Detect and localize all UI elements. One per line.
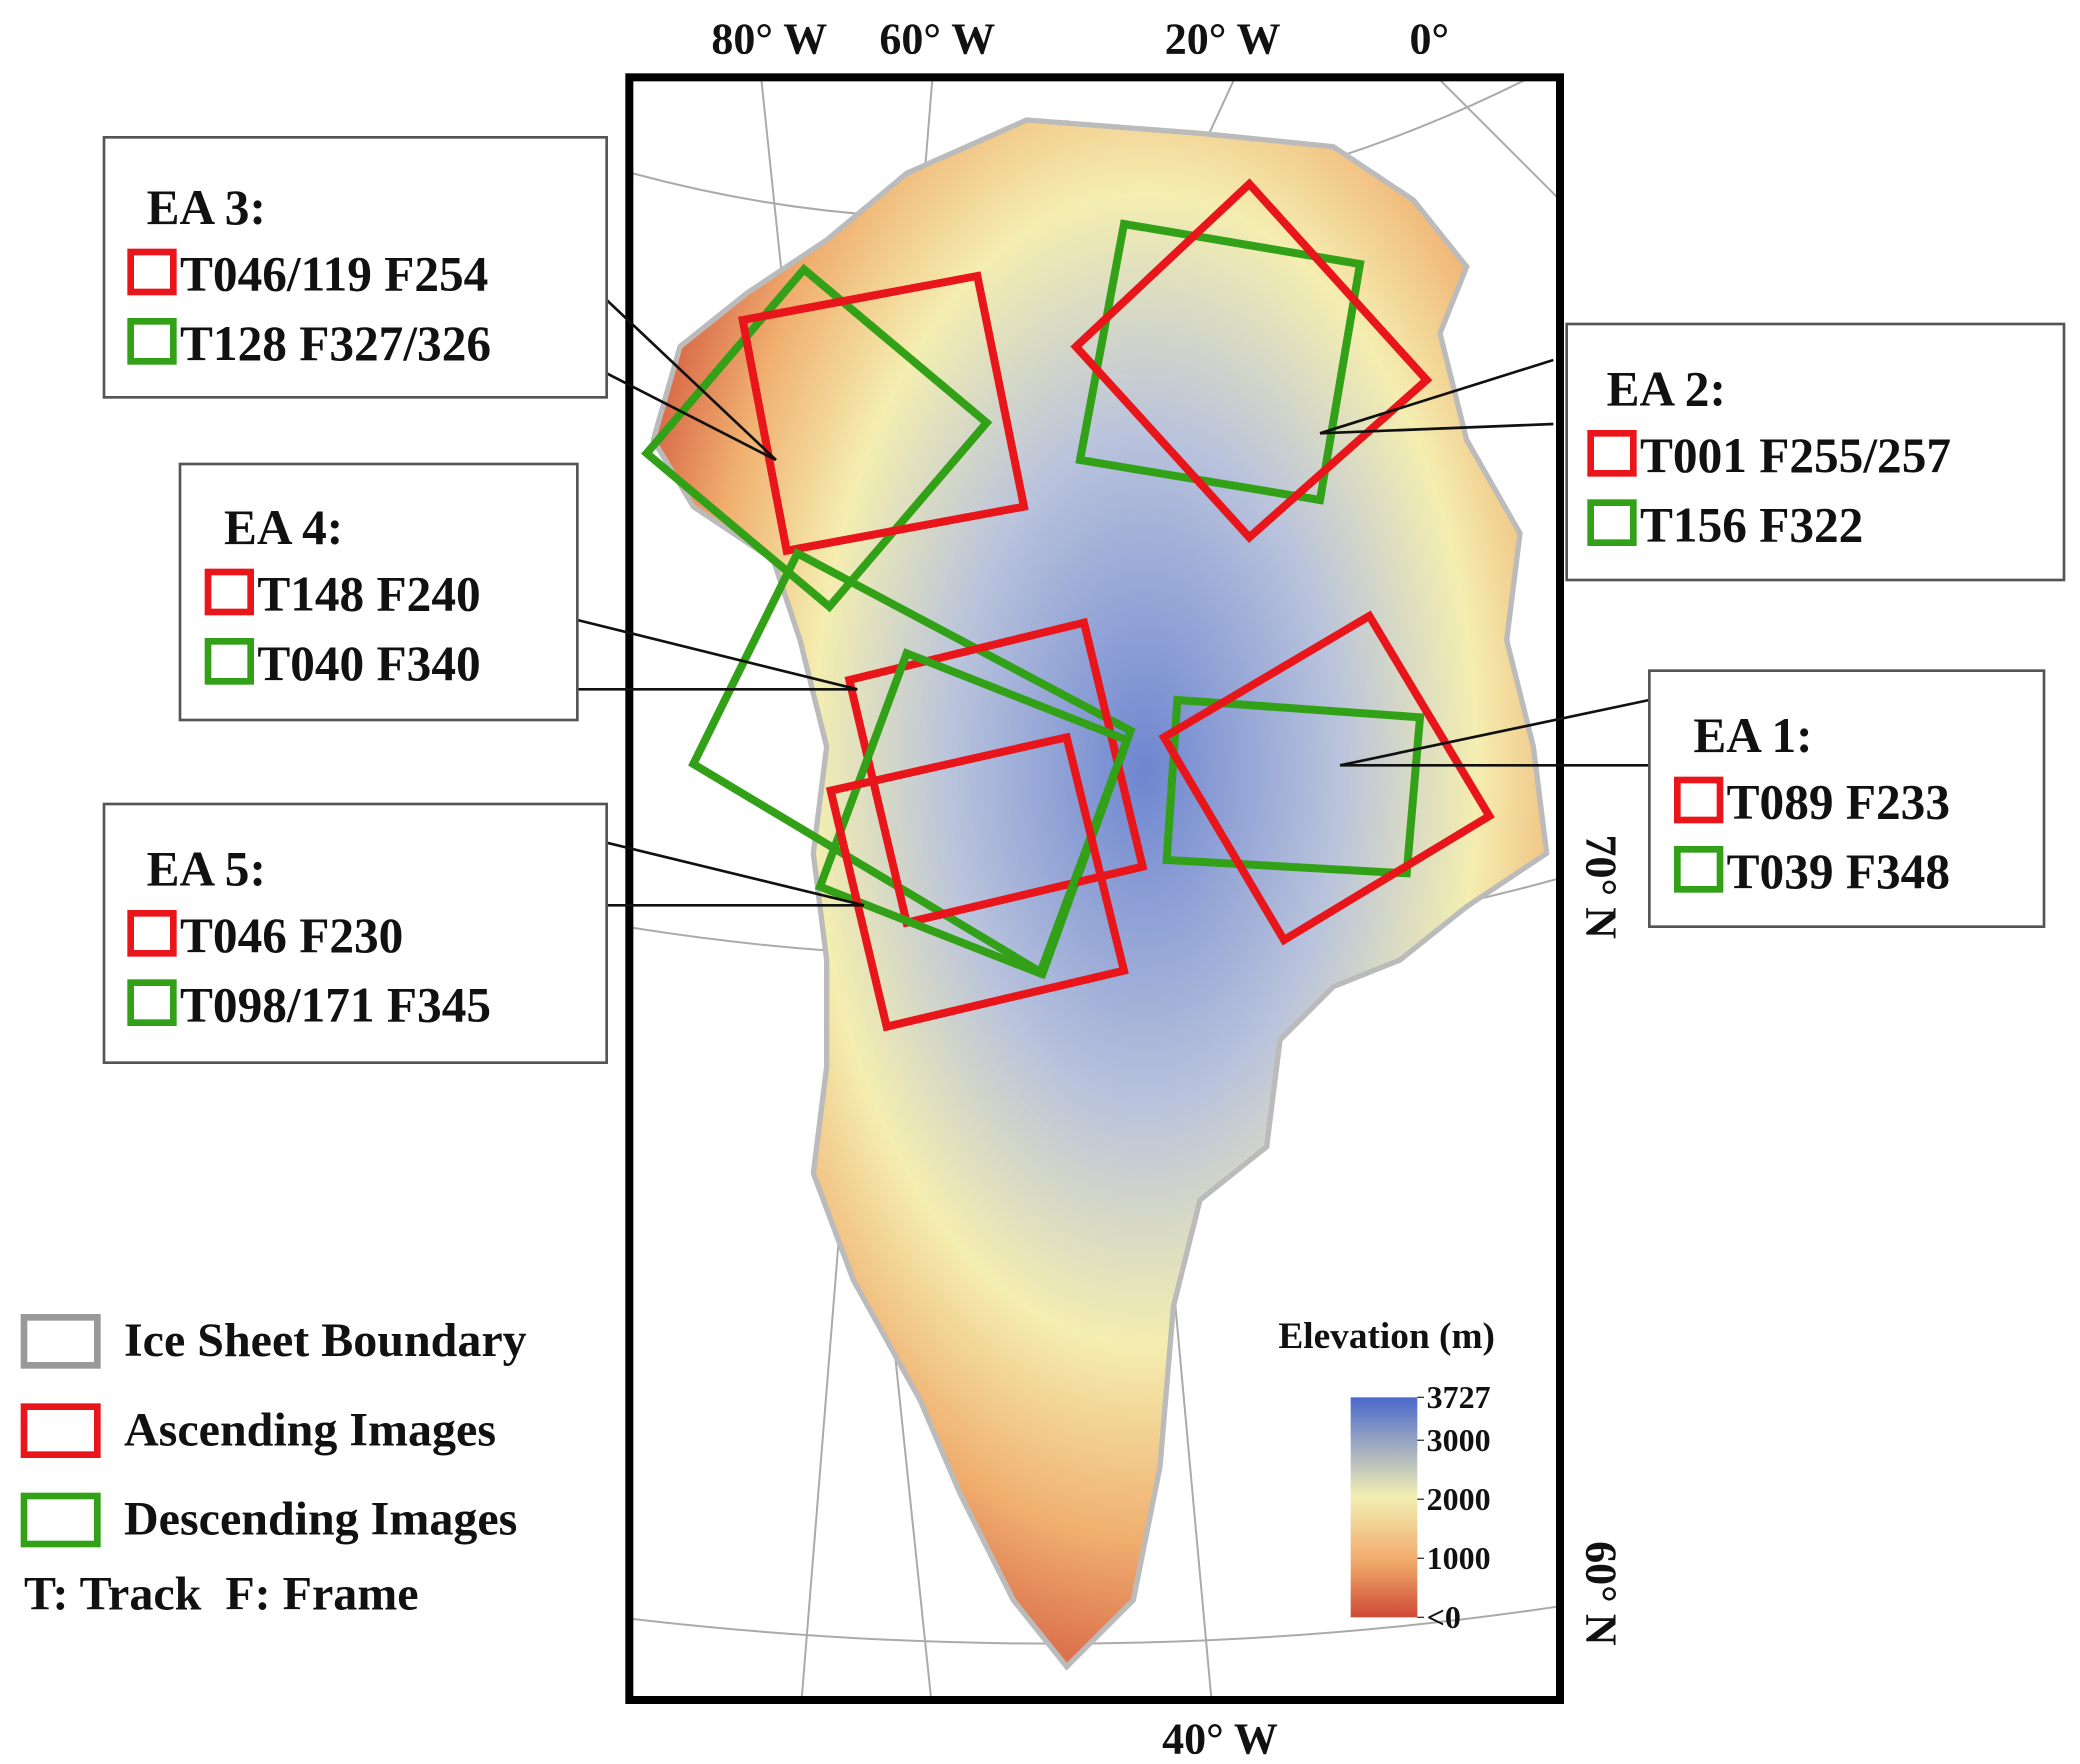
- lat-label: 60° N: [1577, 1541, 1626, 1646]
- colorbar-tick-label: 2000: [1427, 1481, 1491, 1517]
- leader-lines: [577, 299, 1650, 907]
- label-box: [102, 802, 608, 1064]
- lat-label: 70° N: [1577, 834, 1626, 939]
- colorbar-tick-label: 3727: [1427, 1379, 1491, 1415]
- lon-label: 80° W: [711, 14, 827, 63]
- swatch: [1587, 499, 1637, 546]
- descending-label: T039 F348: [1727, 844, 1950, 899]
- descending-label: T156 F322: [1640, 497, 1863, 552]
- swatch: [127, 248, 177, 296]
- ascending-footprint: [825, 732, 1129, 1032]
- label-box: [1565, 322, 2066, 582]
- swatch: [1587, 430, 1637, 477]
- lon-label: 60° W: [879, 14, 995, 63]
- colorbar-tick-label: <0: [1427, 1599, 1461, 1635]
- lon-label: 40° W: [1162, 1714, 1278, 1763]
- descending-footprint: [641, 263, 993, 613]
- ascending-footprint: [737, 271, 1029, 556]
- lon-label: 0°: [1410, 14, 1450, 63]
- area-labels: EA 3: T046/119 F254 T128 F327/326 EA 2: T001…: [102, 135, 2066, 1064]
- lon-label: 20° W: [1165, 14, 1281, 63]
- legend-note: T: Track F: Frame: [24, 1567, 419, 1620]
- colorbar: Elevation (m) 3727 3000 2000 1000 <0: [1278, 1316, 1495, 1635]
- descending-footprint: [1075, 219, 1365, 505]
- colorbar-tick-label: 1000: [1427, 1540, 1491, 1576]
- swatch: [1673, 776, 1724, 824]
- geo-labels: 80° W 60° W 20° W 0° 40° W 70° N 60° N: [711, 14, 1625, 1763]
- legend-swatch: [20, 1492, 101, 1548]
- descending-label: T128 F327/326: [180, 316, 491, 371]
- swatch: [204, 637, 254, 685]
- ascending-footprint: [844, 617, 1148, 928]
- ascending-label: T148 F240: [257, 567, 480, 622]
- ascending-footprint: [1158, 610, 1495, 946]
- legend-swatch: [20, 1314, 101, 1369]
- swatch: [127, 318, 177, 365]
- label-box: [102, 135, 608, 399]
- swatch: [127, 979, 177, 1026]
- ascending-label: T046 F230: [180, 908, 403, 963]
- descending-footprint: [1162, 695, 1425, 878]
- greenland: [650, 117, 1550, 1671]
- swatch: [1673, 845, 1724, 893]
- descending-footprint: [814, 648, 1132, 979]
- descending-label: T040 F340: [257, 636, 480, 691]
- colorbar-title: Elevation (m): [1278, 1316, 1495, 1357]
- area-name: EA 1:: [1693, 708, 1812, 763]
- area-name: EA 3:: [147, 180, 266, 235]
- ascending-label: T089 F233: [1727, 775, 1950, 830]
- legend: Ice Sheet Boundary Ascending Images Desc…: [20, 1314, 527, 1620]
- legend-label: Ascending Images: [124, 1403, 496, 1456]
- map-frame: [625, 73, 1564, 1704]
- descending-label: T098/171 F345: [180, 977, 491, 1032]
- ascending-label: T001 F255/257: [1640, 428, 1951, 483]
- area-name: EA 5:: [147, 841, 266, 896]
- area-name: EA 2:: [1607, 361, 1726, 416]
- ascending-label: T046/119 F254: [180, 247, 488, 302]
- colorbar-ramp: [1350, 1397, 1418, 1618]
- legend-label: Ice Sheet Boundary: [124, 1314, 527, 1367]
- label-box: [178, 462, 579, 722]
- swatch: [204, 568, 254, 616]
- footprints: [641, 178, 1495, 1032]
- swatch: [127, 909, 177, 957]
- colorbar-tick-label: 3000: [1427, 1422, 1491, 1458]
- legend-label: Descending Images: [124, 1493, 517, 1546]
- ascending-footprint: [1070, 178, 1433, 543]
- area-name: EA 4:: [224, 500, 343, 555]
- legend-swatch: [20, 1403, 101, 1458]
- label-box: [1647, 669, 2046, 928]
